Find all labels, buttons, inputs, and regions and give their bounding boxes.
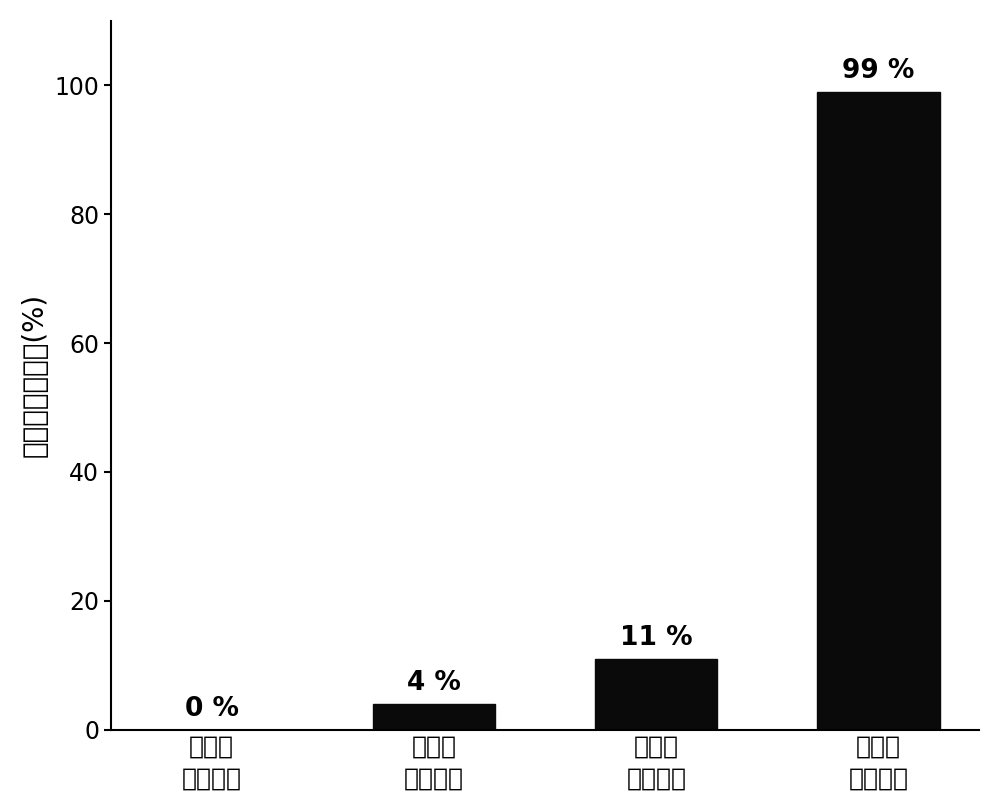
Text: 0 %: 0 % [185, 696, 239, 722]
Y-axis label: 大肠杆菌失活率(%): 大肠杆菌失活率(%) [21, 294, 49, 457]
Text: 11 %: 11 % [620, 625, 693, 651]
Bar [817, 92, 940, 730]
Text: 99 %: 99 % [842, 58, 915, 84]
Bar [373, 704, 495, 730]
Bar [595, 659, 717, 730]
Text: 4 %: 4 % [407, 670, 461, 696]
